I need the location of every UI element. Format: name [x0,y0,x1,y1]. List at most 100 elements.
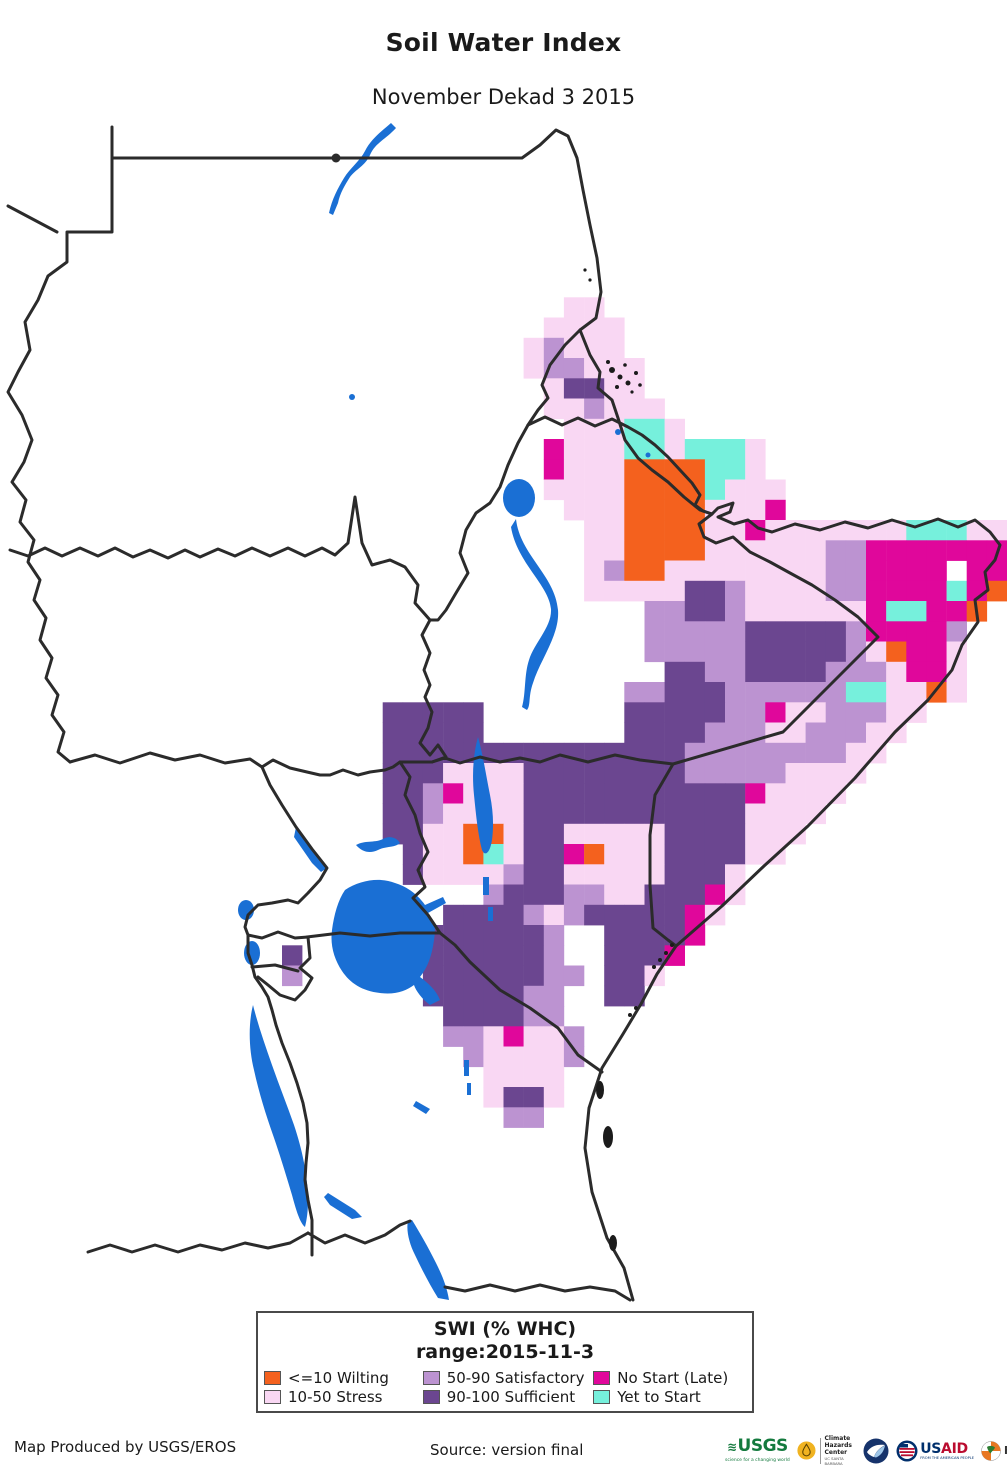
atbara-dot [349,394,355,400]
border-southsudan-south [68,751,434,777]
map-canvas [0,115,1007,1310]
lake-tanganyika [249,1005,309,1227]
legend-item-label: 90-100 Sufficient [446,1387,576,1406]
satisfactory-swatch [422,1370,440,1385]
lake-turkana [473,737,494,854]
usaid-wordmark: USAID [920,1442,974,1456]
legend-column-3: No Start (Late) Yet to Start [593,1369,746,1406]
produced-by-text: Map Produced by USGS/EROS [14,1438,237,1456]
usgs-wave-icon: ≋ [726,1439,737,1454]
page-title: Soil Water Index [385,28,622,57]
chc-line: Climate [824,1434,851,1442]
yet-to-start-swatch [593,1389,611,1404]
dahlak-island [625,380,631,386]
lake-rukwa [324,1193,362,1219]
border-sudan-southsudan [8,495,432,622]
bajuni-island [658,958,662,962]
islands-layer [583,268,674,1251]
dahlak-island [630,390,634,394]
legend-item-satisfactory: 50-90 Satisfactory [422,1368,594,1387]
border-tanzania-zambia [306,1219,412,1245]
legend-title: SWI (% WHC) [433,1318,577,1340]
bajuni-island [664,951,668,955]
lake-manyara [467,1083,471,1095]
dahlak-island [615,385,619,389]
legend-item-label: 50-90 Satisfactory [446,1368,585,1387]
sufficient-swatch [422,1389,440,1404]
nile-border-crossing-dot [331,153,341,163]
border-tanzania-mozambique [443,1283,632,1302]
soil-water-index-map [6,123,1007,1302]
usaid-aid-text: AID [941,1440,968,1457]
border-zambia-drc [86,1231,310,1254]
bajuni-island [652,965,656,969]
lamu-islet [634,1006,638,1010]
pemba-island [596,1081,604,1099]
border-rwanda-burundi-internal [250,963,300,973]
border-kenya-somalia [648,762,678,948]
dahlak-island [617,374,623,380]
stress-swatch [264,1389,281,1404]
lamu-islet [628,1013,632,1017]
legend-column-1: <=10 Wilting 10-50 Stress [264,1368,423,1406]
chc-subline: UC SANTA BARBARA [824,1456,844,1466]
lake-victoria [331,879,446,1005]
legend-item-label: 10-50 Stress [288,1387,383,1406]
usaid-text-stack: USAID FROM THE AMERICAN PEOPLE [920,1442,974,1461]
chew-bahir [483,877,489,895]
usgs-tagline: science for a changing world [725,1458,790,1464]
lake-eyasi [413,1101,430,1114]
bajuni-island [670,943,674,947]
border-rwanda-burundi [246,930,314,1002]
usgs-logo-icon: ≋ USGS [727,1438,788,1455]
legend-item-label: <=10 Wilting [288,1368,389,1387]
legend-column-2: 50-90 Satisfactory 90-100 Sufficient [422,1368,594,1406]
dahlak-island [634,371,638,375]
legend-item-wilting: <=10 Wilting [264,1368,423,1387]
usgs-logo-text: USGS [737,1436,789,1457]
usaid-emblem-icon [896,1440,918,1462]
noaa-icon [863,1438,889,1464]
border-ethiopia-somalia [671,512,880,766]
usaid-logo: USAID FROM THE AMERICAN PEOPLE [896,1440,974,1462]
page-subtitle: November Dekad 3 2015 [371,85,636,109]
legend-item-no-start: No Start (Late) [593,1369,746,1387]
usaid-us-text: US [920,1440,942,1457]
border-southsudan-ethiopia [418,618,448,764]
border-uganda-tanzania [305,931,442,939]
fews-globe-icon [981,1441,1001,1461]
border-sudan-west [6,125,114,764]
nile-river [329,123,396,215]
dahlak-island [606,360,610,364]
legend-box: SWI (% WHC) range:2015-11-3 <=10 Wilting… [256,1311,754,1413]
border-kenya-ethiopia [430,753,675,766]
afar-lake-dot2 [645,452,651,458]
borders-layer [6,125,1002,1302]
usgs-logo: ≋ USGS science for a changing world [725,1438,790,1464]
border-eritrea-ethiopia [526,415,714,516]
swi-raster-layer [282,297,1007,1128]
fews-net-text: FEWS NET [1004,1445,1007,1457]
wilting-swatch [264,1370,281,1385]
lake-tana [503,479,535,517]
lake-natron [464,1060,469,1076]
afar-lake-dot [615,429,621,435]
water-layer [238,123,651,1300]
rift-lake-dash [488,907,493,921]
border-sudan-eritrea-ethiopia [428,328,582,622]
border-drc-west [243,765,329,1257]
chc-logo: Climate Hazards Center UC SANTA BARBARA [797,1434,857,1466]
legend-item-yet-to-start: Yet to Start [593,1387,746,1406]
border-uganda-kenya-tanzania [398,760,604,1074]
legend-item-label: Yet to Start [617,1387,701,1406]
chc-logo-text: Climate Hazards Center UC SANTA BARBARA [824,1434,857,1466]
dahlak-island [638,383,642,387]
red-sea-islet [588,278,592,282]
no-start-swatch [593,1370,611,1385]
border-libya-stub [6,204,59,234]
lake-kyoga [356,837,400,853]
blue-nile [511,519,559,710]
legend-item-stress: 10-50 Stress [264,1387,423,1406]
lake-malawi [407,1220,449,1300]
